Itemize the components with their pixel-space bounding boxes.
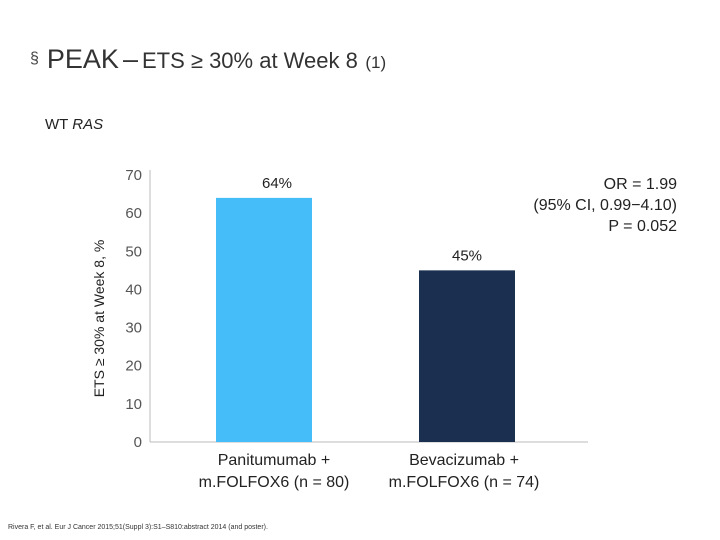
y-tick-label: 60 [125, 205, 142, 222]
subgroup-label: WT RAS [45, 116, 103, 133]
endpoint-text: ETS ≥ 30% at Week 8 [141, 48, 358, 73]
bar-2 [419, 270, 515, 442]
y-tick-label: 10 [125, 396, 142, 413]
subgroup-prefix: WT [45, 116, 69, 133]
citation: Rivera F, et al. Eur J Cancer 2015;51(Su… [8, 524, 268, 531]
x-category-label: Panitumumab + [218, 452, 331, 469]
y-tick-label: 30 [125, 320, 142, 337]
x-category-label: m.FOLFOX6 (n = 80) [199, 474, 350, 491]
x-category-label: m.FOLFOX6 (n = 74) [389, 474, 540, 491]
y-tick-label: 20 [125, 358, 142, 375]
bar-1 [216, 197, 312, 442]
y-tick-label: 40 [125, 281, 142, 298]
study-name: PEAK [46, 44, 119, 74]
bar-value-label: 64% [262, 175, 292, 192]
y-tick-label: 50 [125, 243, 142, 260]
stats-annotation: (95% CI, 0.99−4.10) [533, 197, 677, 214]
stats-annotation: OR = 1.99 [604, 176, 677, 193]
y-tick-label: 0 [134, 434, 142, 451]
reference-marker: (1) [365, 53, 387, 72]
stats-annotation: P = 0.052 [608, 218, 677, 235]
bar-value-label: 45% [452, 247, 482, 264]
subgroup-gene: RAS [72, 116, 104, 133]
y-axis-label: ETS ≥ 30% at Week 8, % [91, 240, 107, 398]
x-category-label: Bevacizumab + [409, 452, 519, 469]
slide-title: § PEAK – ETS ≥ 30% at Week 8 (1) [30, 44, 386, 75]
y-tick-label: 70 [125, 167, 142, 184]
bullet-icon: § [30, 50, 39, 67]
title-dash: – [122, 44, 138, 74]
